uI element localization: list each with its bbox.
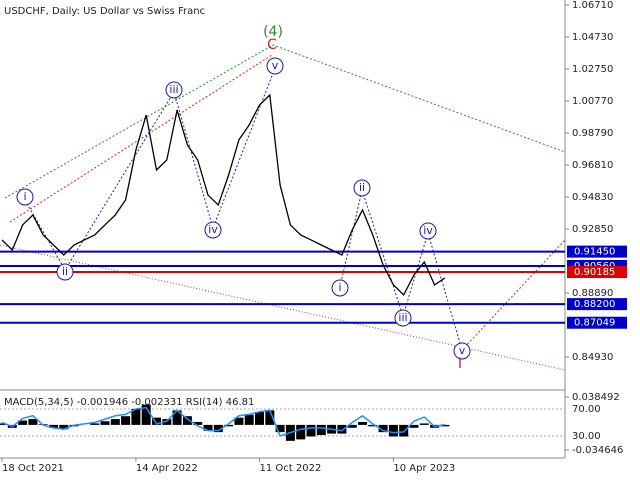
- macd-bar: [162, 419, 172, 425]
- macd-bar: [368, 424, 378, 427]
- macd-bar: [100, 421, 110, 425]
- macd-bar: [224, 424, 234, 427]
- wave-circle: [266, 57, 284, 75]
- wave-label: i: [338, 281, 341, 294]
- level-label-box: [567, 316, 627, 329]
- y-tick-label: 0.038492: [572, 392, 620, 403]
- macd-bar: [49, 424, 58, 428]
- macd-bar: [141, 404, 151, 425]
- macd-bar: [59, 424, 69, 430]
- y-tick-label: 0.96810: [572, 160, 613, 171]
- x-tick-label: 10 Apr 2023: [393, 463, 455, 474]
- x-tick-label: 18 Oct 2021: [2, 463, 64, 474]
- y-tick-label: 0.88890: [572, 288, 613, 299]
- y-tick-label: 0.92850: [572, 224, 613, 235]
- macd-bar: [409, 424, 419, 428]
- wave-label: (4): [263, 24, 283, 40]
- macd-bar: [399, 424, 409, 437]
- macd-bar: [18, 420, 28, 425]
- wave-circle: [204, 221, 222, 239]
- x-tick-label: 11 Oct 2022: [260, 463, 322, 474]
- wave-label: ii: [62, 265, 68, 278]
- macd-bar: [337, 424, 347, 434]
- macd-bar: [28, 419, 38, 425]
- y-tick-label: -0.034646: [572, 445, 623, 456]
- macd-bar: [90, 423, 100, 425]
- y-tick-label: 30.00: [572, 431, 601, 442]
- level-label: 0.87049: [574, 318, 615, 329]
- macd-bar: [440, 424, 450, 427]
- channel-line: [4, 44, 566, 199]
- wave-label: i: [23, 190, 26, 203]
- price-line: [1, 93, 446, 296]
- level-label: 0.88200: [574, 299, 615, 310]
- wave-circle: [453, 342, 471, 360]
- macd-bar: [203, 424, 213, 431]
- macd-bar: [316, 424, 326, 436]
- level-label-box: [567, 298, 627, 311]
- macd-bar: [234, 417, 244, 425]
- wave-label: I: [458, 356, 462, 372]
- macd-bar: [306, 424, 316, 437]
- macd-bar: [255, 411, 264, 425]
- level-label-box: [567, 245, 627, 258]
- wave-label: v: [272, 59, 279, 72]
- x-tick-label: 14 Apr 2022: [136, 463, 198, 474]
- macd-bar: [275, 424, 285, 433]
- macd-bar: [0, 423, 7, 425]
- macd-bar: [182, 416, 192, 425]
- macd-bar: [347, 424, 357, 428]
- y-tick-label: 1.00770: [572, 96, 613, 107]
- macd-bar: [265, 410, 275, 425]
- wave-circle: [353, 179, 371, 197]
- y-tick-label: 1.02750: [572, 64, 613, 75]
- wave-circle: [394, 309, 412, 327]
- wave-circle: [419, 222, 437, 240]
- y-tick-label: 0.84930: [572, 352, 613, 363]
- wave-label: v: [459, 344, 466, 357]
- macd-bar: [172, 410, 182, 425]
- macd-bar: [193, 421, 203, 425]
- wave-label: iv: [423, 224, 433, 237]
- wave-label: C: [267, 37, 277, 53]
- chart-title: USDCHF, Daily: US Dollar vs Swiss Franc: [4, 6, 205, 17]
- macd-bar: [121, 416, 131, 425]
- y-tick-label: 0.98790: [572, 128, 613, 139]
- macd-bar: [131, 408, 141, 425]
- macd-bar: [419, 423, 429, 425]
- y-tick-label: 70.00: [572, 404, 601, 415]
- wave-label: iii: [169, 83, 178, 96]
- wave-circle: [165, 81, 183, 99]
- wave-label: iii: [398, 311, 407, 324]
- macd-bar: [378, 424, 388, 433]
- level-label-box: [567, 266, 627, 279]
- forecast-line: [461, 239, 566, 351]
- y-tick-label: 1.06710: [572, 0, 613, 11]
- macd-bar: [152, 417, 161, 425]
- wave-circle: [331, 279, 349, 297]
- wave-circle: [16, 188, 34, 206]
- level-label: 0.90185: [574, 267, 615, 278]
- rsi-line: [1, 406, 446, 437]
- y-tick-label: 1.04730: [572, 32, 613, 43]
- indicator-title: MACD(5,34,5) -0.001946 -0.002331 RSI(14)…: [4, 397, 254, 408]
- wave-label: iv: [208, 223, 218, 236]
- macd-bar: [213, 424, 223, 433]
- y-tick-label: 0.94830: [572, 192, 613, 203]
- macd-bar: [244, 414, 254, 425]
- wave-circle: [56, 263, 74, 281]
- macd-bar: [358, 421, 367, 425]
- wave-label: ii: [359, 181, 365, 194]
- level-label: 0.91450: [574, 247, 615, 258]
- macd-bar: [388, 424, 398, 437]
- macd-bar: [110, 419, 120, 425]
- macd-bar: [296, 424, 306, 440]
